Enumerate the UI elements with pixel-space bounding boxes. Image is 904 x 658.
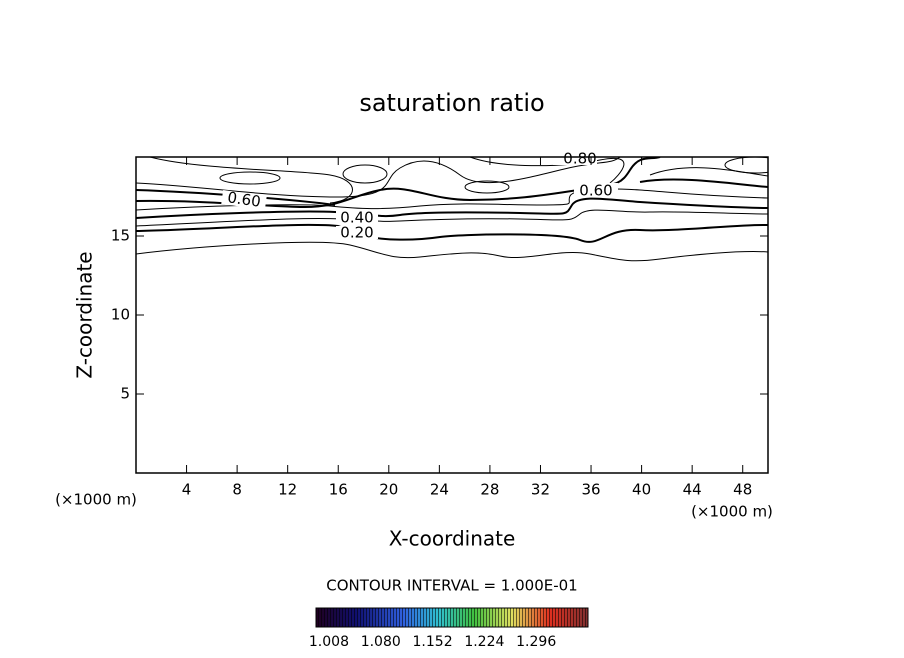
contour-line	[136, 197, 768, 219]
axis-unit: (×1000 m)	[691, 503, 773, 521]
x-tick-label: 28	[480, 481, 499, 499]
contour-label: 0.60	[579, 182, 612, 200]
contour-line	[649, 167, 768, 177]
x-tick-label: 40	[632, 481, 651, 499]
chart-title: saturation ratio	[359, 89, 544, 117]
contour-line	[136, 188, 768, 211]
colorbar-stripes	[316, 608, 588, 627]
contours	[136, 157, 768, 262]
contour-line	[149, 157, 353, 204]
contour-line	[464, 180, 510, 194]
x-axis-label: X-coordinate	[389, 527, 516, 551]
y-tick-label: 10	[111, 306, 130, 324]
contour-label: 0.80	[563, 150, 596, 168]
x-tick-label: 12	[278, 481, 297, 499]
x-tick-label: 8	[232, 481, 242, 499]
contour-line	[219, 171, 281, 185]
colorbar-tick-label: 1.080	[361, 634, 401, 650]
contour-label: 0.20	[340, 224, 373, 242]
contour-label: 0.40	[340, 209, 373, 227]
contour-line	[136, 157, 621, 198]
contour-line	[136, 209, 768, 227]
contour-line	[724, 157, 768, 174]
x-tick-label: 16	[329, 481, 348, 499]
y-tick-label: 15	[111, 227, 130, 245]
contour-line	[342, 164, 388, 184]
x-tick-label: 48	[733, 481, 752, 499]
x-tick-label: 24	[430, 481, 449, 499]
contour-interval: CONTOUR INTERVAL = 1.000E-01	[326, 577, 577, 595]
contour-line	[136, 241, 768, 262]
x-tick-label: 20	[379, 481, 398, 499]
colorbar-tick-label: 1.152	[413, 634, 453, 650]
contour-line	[136, 157, 661, 209]
x-tick-label: 32	[531, 481, 550, 499]
x-tick-label: 44	[683, 481, 702, 499]
contour-line	[469, 157, 625, 184]
y-axis-label: Z-coordinate	[73, 251, 97, 378]
contour-label: 0.60	[226, 188, 262, 210]
colorbar-tick-label: 1.008	[309, 634, 349, 650]
axis-unit: (×1000 m)	[55, 491, 137, 509]
colorbar-tick-label: 1.296	[516, 634, 556, 650]
colorbar	[315, 607, 589, 628]
x-tick-label: 36	[581, 481, 600, 499]
colorbar-tick-label: 1.224	[464, 634, 504, 650]
x-tick-label: 4	[182, 481, 192, 499]
y-tick-label: 5	[120, 385, 130, 403]
contour-line	[136, 223, 768, 243]
colorbar-frame	[315, 607, 589, 628]
